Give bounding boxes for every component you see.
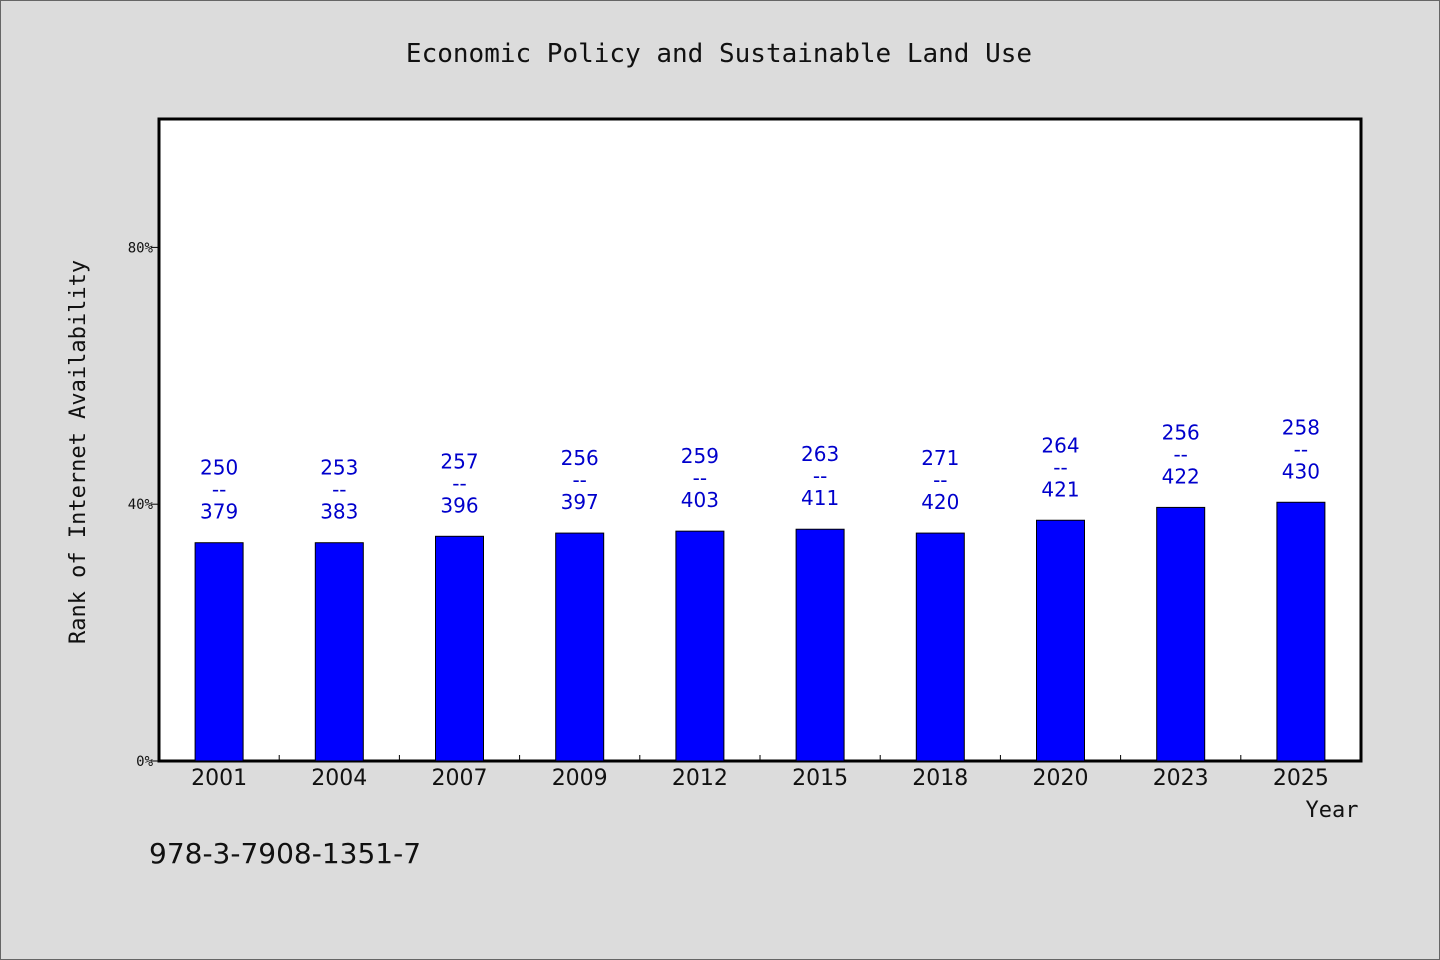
data-label-sep-2015: -- bbox=[813, 464, 827, 488]
x-tick-label-2007: 2007 bbox=[432, 766, 488, 791]
data-label-top-2009: 256 bbox=[561, 446, 599, 470]
data-label-sep-2012: -- bbox=[693, 466, 707, 490]
bar-2009 bbox=[555, 532, 605, 762]
bar-2025 bbox=[1276, 501, 1326, 762]
data-label-bottom-2004: 383 bbox=[320, 500, 358, 524]
x-tick-label-2020: 2020 bbox=[1033, 766, 1089, 791]
bar-2012 bbox=[675, 530, 725, 762]
bar-2001 bbox=[194, 542, 244, 762]
isbn-label: 978-3-7908-1351-7 bbox=[149, 837, 421, 870]
data-label-sep-2001: -- bbox=[212, 478, 226, 502]
y-axis-ticks: 0% 40% 80% bbox=[128, 240, 159, 770]
data-label-bottom-2001: 379 bbox=[200, 500, 238, 524]
bar-2023 bbox=[1156, 506, 1206, 762]
data-label-bottom-2018: 420 bbox=[921, 490, 959, 514]
bar-2015 bbox=[795, 528, 845, 762]
data-label-top-2007: 257 bbox=[440, 449, 478, 473]
data-label-top-2020: 264 bbox=[1041, 433, 1079, 457]
data-labels-group: 250--379253--383257--396256--397259--403… bbox=[200, 415, 1320, 523]
bar-2004 bbox=[314, 542, 364, 762]
data-label-top-2004: 253 bbox=[320, 456, 358, 480]
x-tick-label-2004: 2004 bbox=[311, 766, 367, 791]
x-tick-label-2025: 2025 bbox=[1273, 766, 1329, 791]
y-tick-label: 40% bbox=[128, 497, 154, 513]
data-label-sep-2023: -- bbox=[1173, 442, 1187, 466]
bar-2018 bbox=[915, 532, 965, 762]
bar-2007 bbox=[435, 535, 484, 762]
y-tick-label: 80% bbox=[128, 240, 154, 256]
data-label-bottom-2020: 421 bbox=[1041, 477, 1079, 501]
x-tick-label-2001: 2001 bbox=[191, 766, 247, 791]
data-label-sep-2020: -- bbox=[1053, 455, 1067, 479]
data-label-sep-2009: -- bbox=[572, 468, 586, 492]
data-label-top-2018: 271 bbox=[921, 446, 959, 470]
x-axis-title: Year bbox=[1306, 798, 1359, 823]
x-tick-label-2012: 2012 bbox=[672, 766, 728, 791]
data-label-bottom-2012: 403 bbox=[681, 488, 719, 512]
data-label-bottom-2009: 397 bbox=[561, 490, 599, 514]
data-label-bottom-2025: 430 bbox=[1282, 459, 1320, 483]
data-label-bottom-2023: 422 bbox=[1162, 464, 1200, 488]
data-label-sep-2018: -- bbox=[933, 468, 947, 492]
y-tick-label: 0% bbox=[136, 754, 153, 770]
x-axis-ticks: 2001 2004 2007 2009 2012 2015 2018 2020 2023 2025 bbox=[191, 755, 1329, 791]
x-tick-label-2023: 2023 bbox=[1153, 766, 1209, 791]
x-tick-label-2015: 2015 bbox=[792, 766, 848, 791]
data-label-top-2001: 250 bbox=[200, 456, 238, 480]
data-label-top-2012: 259 bbox=[681, 444, 719, 468]
data-label-sep-2025: -- bbox=[1294, 437, 1308, 461]
data-label-bottom-2007: 396 bbox=[440, 493, 478, 517]
y-axis-title: Rank of Internet Availability bbox=[66, 260, 91, 644]
x-tick-label-2018: 2018 bbox=[912, 766, 968, 791]
data-label-bottom-2015: 411 bbox=[801, 486, 839, 510]
data-label-top-2025: 258 bbox=[1282, 415, 1320, 439]
data-label-sep-2004: -- bbox=[332, 478, 346, 502]
bars-group bbox=[194, 501, 1326, 762]
data-label-top-2015: 263 bbox=[801, 442, 839, 466]
chart-title: Economic Policy and Sustainable Land Use bbox=[406, 39, 1032, 69]
bar-2020 bbox=[1036, 519, 1085, 762]
x-tick-label-2009: 2009 bbox=[552, 766, 608, 791]
data-label-sep-2007: -- bbox=[452, 471, 466, 495]
data-label-top-2023: 256 bbox=[1162, 420, 1200, 444]
